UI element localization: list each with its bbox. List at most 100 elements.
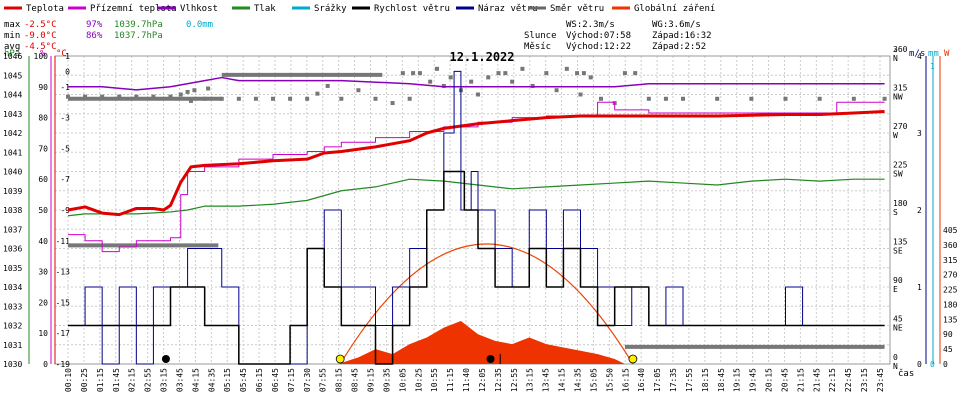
time-tick-label: 23:15: [860, 368, 869, 392]
dir-compass-label: S: [893, 208, 898, 217]
wind-direction-point: [315, 91, 320, 96]
pct-tick-label: 70: [38, 144, 48, 153]
time-tick-label: 17:55: [685, 368, 694, 392]
wind-direction-point: [407, 96, 412, 101]
stats-max-press: 1039.7hPa: [114, 20, 163, 30]
wind-direction-point: [496, 71, 501, 76]
wind-direction-point: [486, 75, 491, 80]
wind-direction-point: [339, 96, 344, 101]
stats-max-hum: 97%: [86, 20, 103, 30]
series-line-teplota: [67, 109, 885, 217]
dir-tick-label: 0: [893, 353, 898, 362]
time-tick-label: 04:15: [191, 368, 200, 392]
wind-direction-point: [783, 96, 788, 101]
pct-tick-label: 50: [38, 206, 48, 215]
axis-unit-ms: m/s: [909, 49, 925, 59]
wind-direction-point: [544, 71, 549, 76]
wind-direction-point: [411, 71, 416, 76]
stats-avg-label: avg: [4, 42, 20, 52]
wind-direction-point: [681, 96, 685, 101]
stats-min-press: 1037.7hPa: [114, 31, 163, 41]
pct-tick-label: 40: [38, 237, 48, 246]
wind-direction-point: [428, 79, 433, 84]
chart-title: 12.1.2022: [449, 50, 514, 64]
time-tick-label: 02:15: [128, 368, 137, 392]
wind-direction-point: [356, 88, 361, 93]
stats-min-hum: 86%: [86, 31, 103, 41]
wind-direction-point: [448, 75, 453, 80]
legend-label: Vlhkost: [180, 4, 218, 14]
axis-unit-hpa: hPa: [4, 49, 20, 59]
wind-direction-point: [817, 96, 822, 101]
stats-avg-temp: -4.5°C: [24, 42, 57, 52]
legend-label: Rychlost větru: [374, 4, 450, 14]
axis-unit-mm: mm: [928, 49, 939, 59]
dir-compass-label: E: [893, 285, 898, 294]
dir-tick-label: 270: [893, 122, 908, 131]
time-tick-label: 07:55: [319, 368, 328, 392]
time-tick-label: 19:15: [733, 368, 742, 392]
wind-direction-point: [530, 83, 535, 88]
hpa-tick-label: 1038: [3, 206, 22, 215]
time-tick-label: 05:15: [223, 368, 232, 392]
wind-direction-point: [134, 94, 139, 99]
grid: [54, 55, 891, 365]
wind-direction-point: [185, 89, 190, 94]
sunrise-marker: [335, 354, 345, 364]
wind-direction-point: [520, 66, 525, 71]
info-ws: WS:2.3m/s: [566, 20, 615, 30]
time-tick-label: 09:15: [367, 368, 376, 392]
ms-tick-label: 1: [917, 283, 922, 292]
c-tick-label: 1: [65, 52, 70, 61]
wind-direction-point: [599, 96, 603, 101]
hpa-tick-label: 1033: [3, 302, 22, 311]
dir-tick-label: 180: [893, 199, 908, 208]
legend-label: Tlak: [254, 4, 276, 14]
c-tick-label: -9: [60, 206, 70, 215]
hpa-tick-label: 1032: [3, 322, 22, 331]
hpa-tick-label: 1035: [3, 264, 22, 273]
wind-direction-point: [646, 96, 651, 101]
time-tick-label: 17:35: [669, 368, 678, 392]
w-tick-label: 360: [943, 241, 958, 250]
axis-unit-deg: °: [893, 49, 898, 59]
time-tick-label: 16:15: [621, 368, 630, 392]
legend-label: Směr větru: [550, 4, 604, 14]
time-tick-label: 04:35: [207, 368, 216, 392]
hpa-tick-label: 1043: [3, 110, 22, 119]
wind-direction-point: [192, 88, 197, 93]
wind-direction-point: [288, 96, 293, 101]
header: max -2.5°C 97% 1039.7hPa 0.0mm min -9.0°…: [4, 20, 712, 64]
series-line-p-zemn-teplota: [68, 101, 885, 253]
c-zero-label: 0: [65, 67, 70, 76]
axis-unit-w: W: [944, 49, 950, 59]
wind-direction-points: [66, 66, 887, 349]
ms-tick-label: 0: [917, 360, 922, 369]
wind-direction-point: [578, 92, 583, 97]
dir-tick-label: 45: [893, 315, 903, 324]
time-tick-label: 15:05: [589, 368, 598, 392]
time-tick-label: 12:05: [478, 368, 487, 392]
dir-tick-label: 135: [893, 238, 908, 247]
w-tick-label: 45: [943, 345, 953, 354]
pct-tick-label: 20: [38, 298, 48, 307]
time-tick-label: 10:25: [414, 368, 423, 392]
pct-tick-label: 10: [38, 329, 48, 338]
time-tick-label: 06:15: [255, 368, 264, 392]
axis-unit-time: čas: [898, 368, 914, 379]
info-moon-label: Měsíc: [524, 42, 551, 52]
time-tick-label: 20:45: [780, 368, 789, 392]
time-tick-label: 18:15: [701, 368, 710, 392]
pct-tick-label: 60: [38, 175, 48, 184]
dir-tick-label: 90: [893, 276, 903, 285]
time-tick-label: 06:45: [271, 368, 280, 392]
wind-direction-point: [441, 83, 446, 88]
hpa-tick-label: 1046: [3, 52, 22, 61]
time-tick-label: 12:35: [494, 368, 503, 392]
pct-tick-label: 100: [34, 52, 49, 61]
time-tick-label: 10:05: [398, 368, 407, 392]
wind-direction-point: [851, 96, 856, 101]
w-tick-label: 0: [943, 360, 948, 369]
sunset-marker: [628, 354, 638, 364]
